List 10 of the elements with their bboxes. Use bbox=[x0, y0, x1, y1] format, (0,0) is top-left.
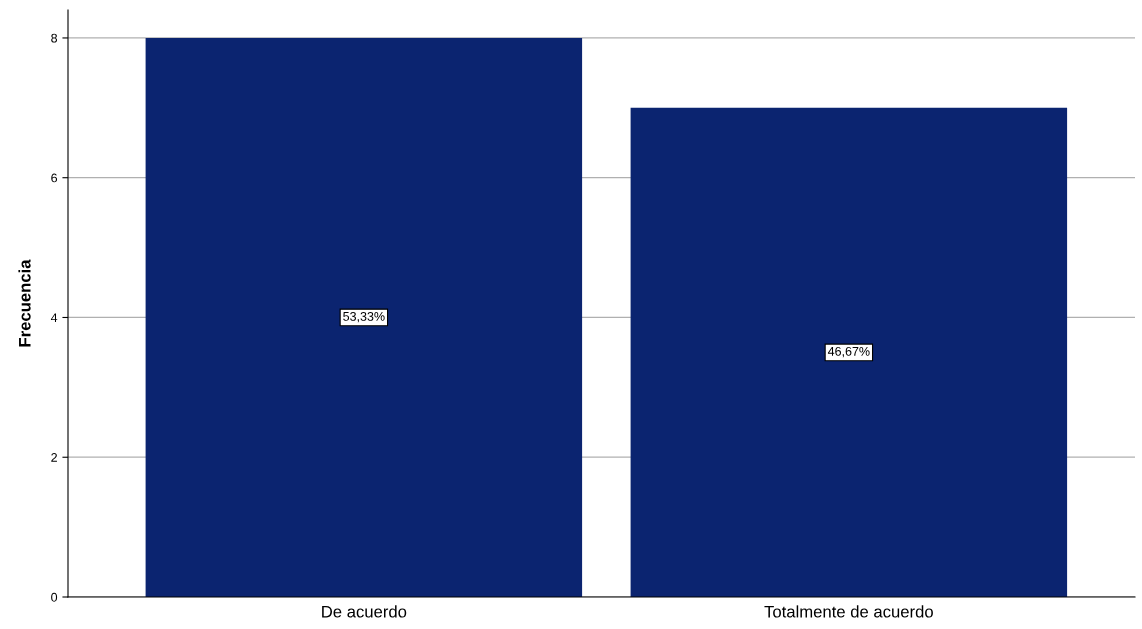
x-tick-label: De acuerdo bbox=[322, 605, 407, 618]
y-tick-label: 0 bbox=[51, 592, 58, 602]
y-tick-label: 4 bbox=[50, 313, 58, 323]
y-axis-title: Frecuencia bbox=[18, 259, 31, 347]
annotation: 46,67% bbox=[827, 346, 870, 358]
annotation: 53,33% bbox=[343, 311, 385, 323]
x-tick-label: Totalmente de acuerdo bbox=[764, 605, 933, 618]
y-tick-label: 6 bbox=[51, 173, 58, 183]
y-tick-label: 2 bbox=[51, 453, 57, 462]
y-tick-label: 8 bbox=[51, 33, 58, 43]
